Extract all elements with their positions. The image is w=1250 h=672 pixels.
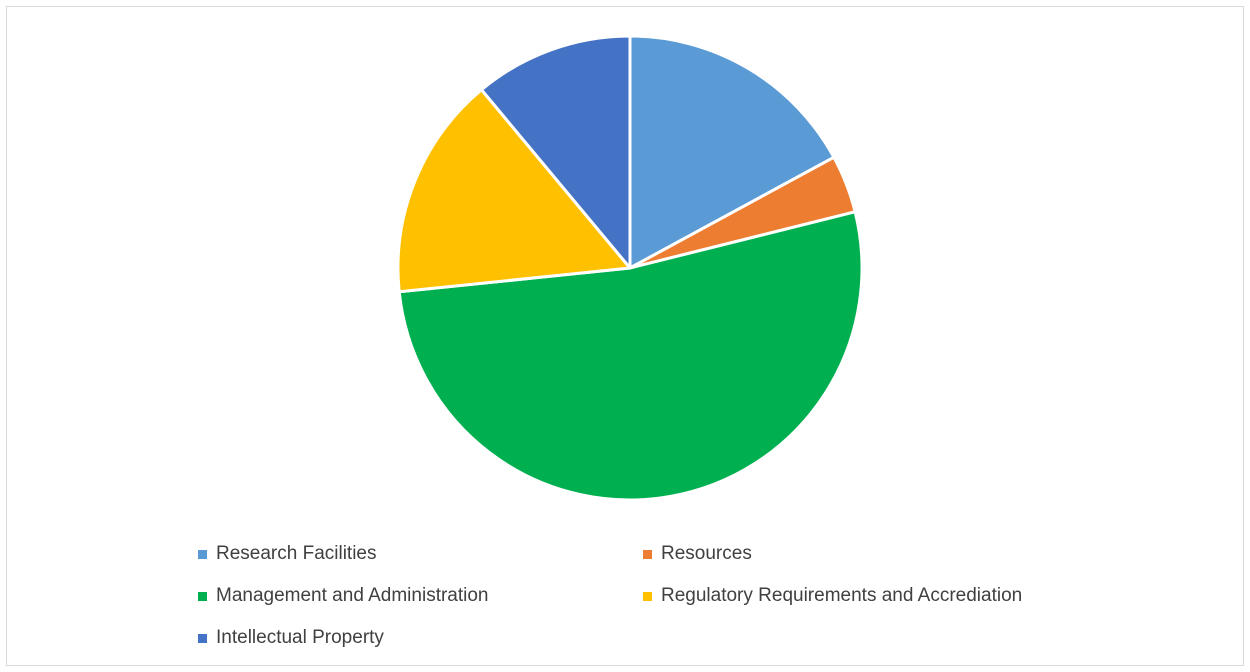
pie-slice-management-and-administration bbox=[397, 210, 864, 502]
pie-chart bbox=[396, 34, 864, 502]
pie-slice-intellectual-property bbox=[479, 34, 632, 270]
pie-slice-regulatory-requirements bbox=[396, 88, 632, 294]
chart-area: Research Facilities Resources Management… bbox=[6, 6, 1244, 666]
pie-slice-research-facilities bbox=[628, 34, 836, 270]
